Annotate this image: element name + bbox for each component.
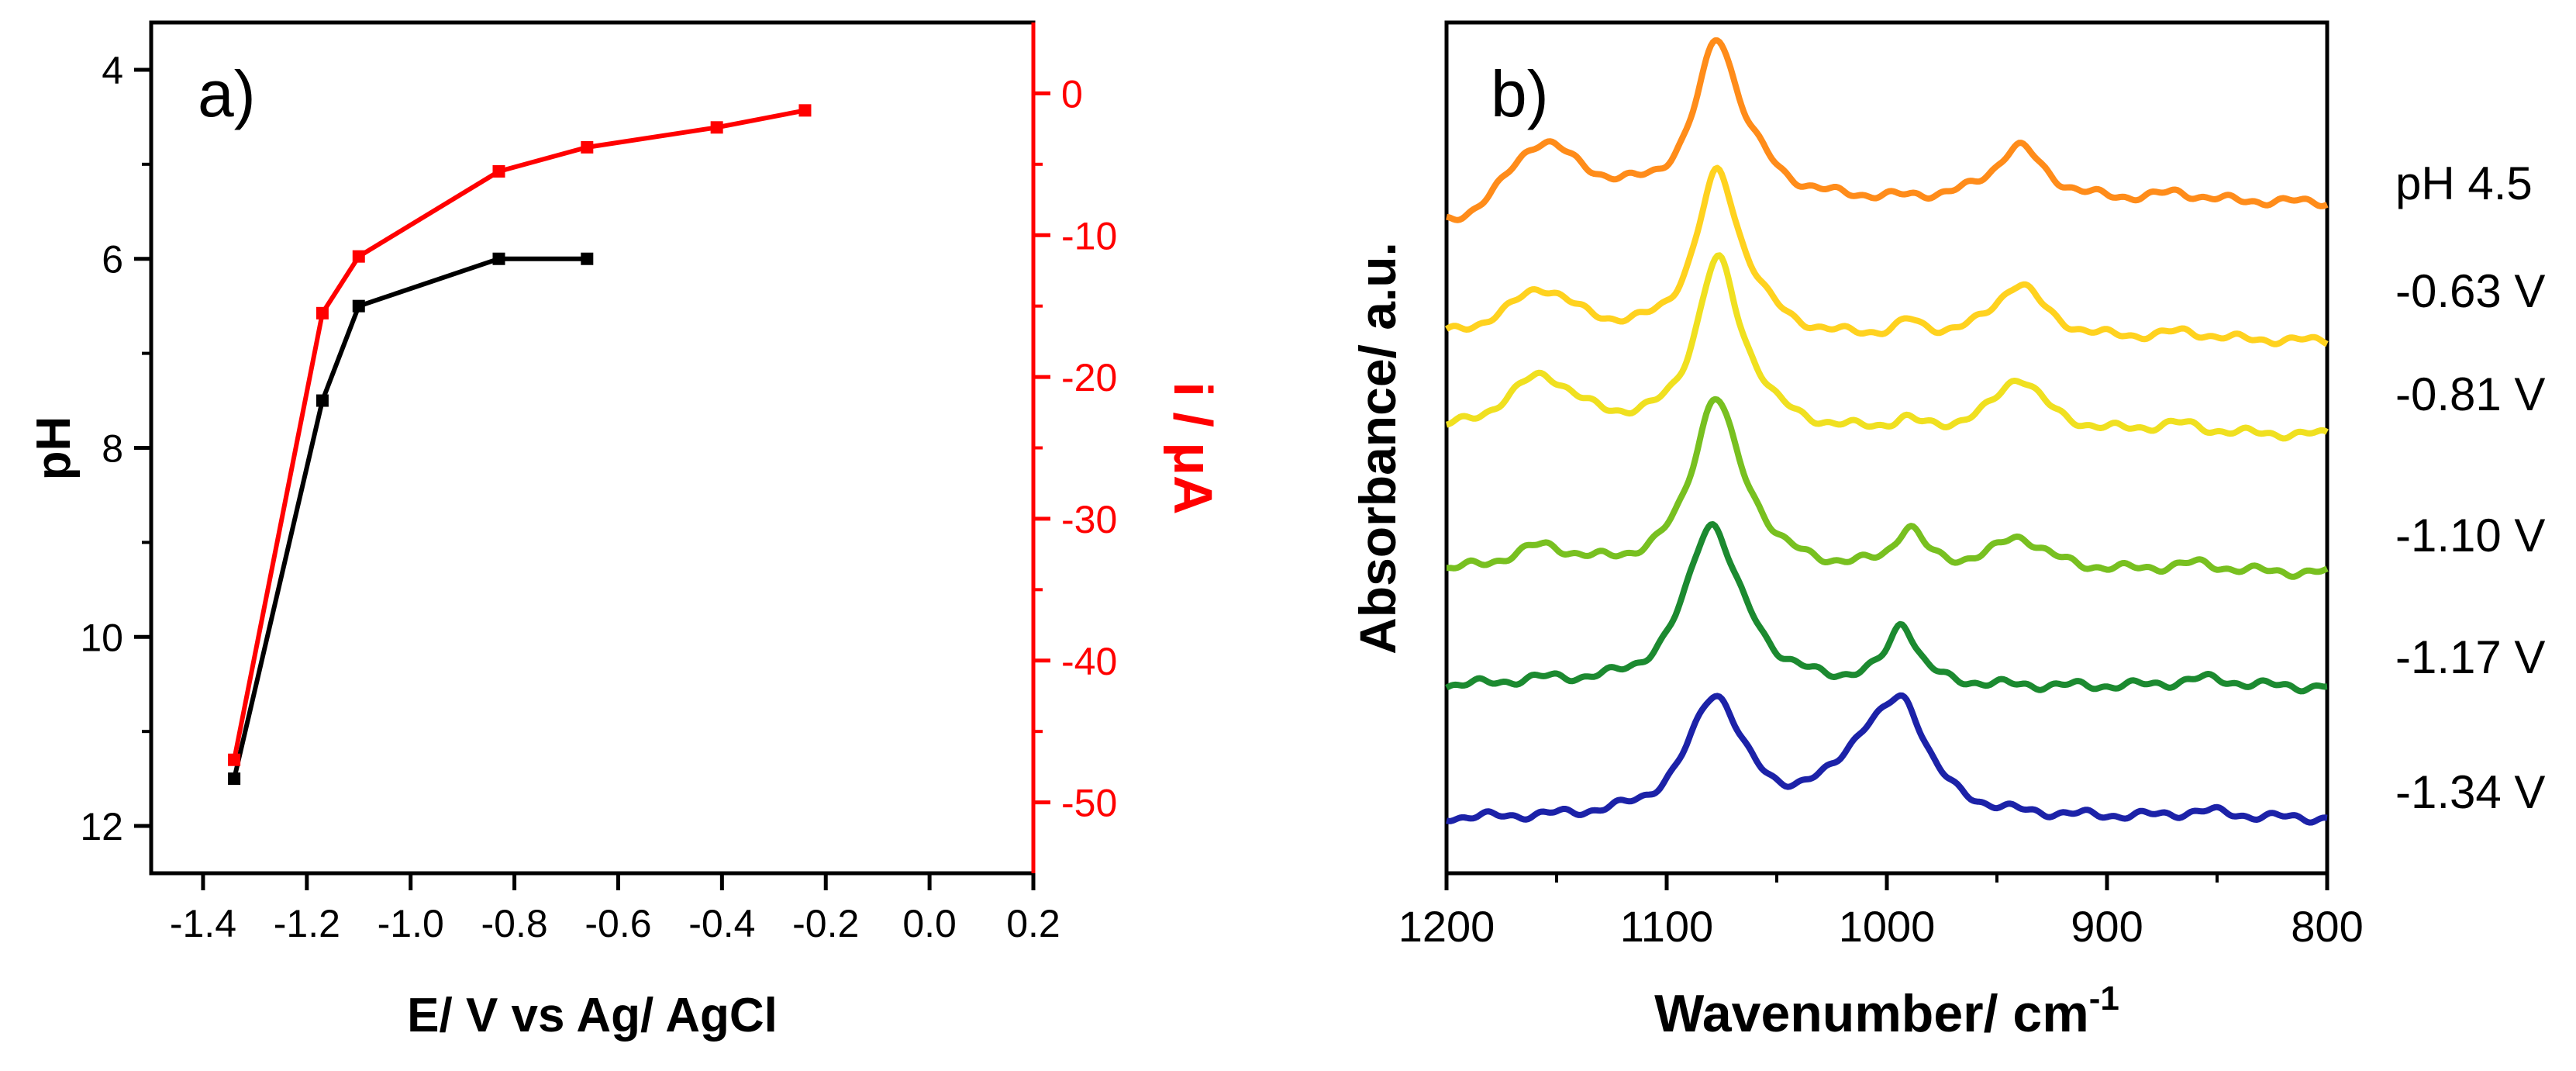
b-curve-label: -0.81 V (2395, 368, 2545, 420)
a-point-current (798, 104, 812, 117)
a-y-right-tick-label: -10 (1061, 214, 1117, 257)
a-y-right-tick-label: -30 (1061, 498, 1117, 541)
a-y-left-axis-title: pH (27, 416, 81, 481)
b-series (1444, 37, 2329, 826)
b-curve-label: -1.34 V (2395, 766, 2545, 818)
a-y-right-tick-label: -50 (1061, 782, 1117, 825)
b-x-ticks: 1200 1100 1000 900 800 (1398, 873, 2364, 951)
a-point-current (581, 140, 594, 154)
a-y-left-tick-label: 6 (102, 238, 123, 282)
a-x-ticks: -1.4 -1.2 -1.0 -0.8 -0.6 -0.4 -0.2 0.0 0.2 (170, 873, 1060, 945)
a-x-axis-title: E/ V vs Ag/ AgCl (407, 989, 778, 1042)
a-y-left-tick-label: 4 (102, 49, 123, 92)
b-x-axis-title-sup: -1 (2089, 979, 2119, 1017)
b-y-axis-title: Absorbance/ a.u. (1349, 242, 1406, 655)
b-curve-label: -1.10 V (2395, 510, 2545, 561)
a-point-current (492, 164, 505, 178)
a-y-ticks-left: 4 6 8 10 12 (80, 49, 151, 848)
panel-a: -1.4 -1.2 -1.0 -0.8 -0.6 -0.4 -0.2 0.0 0.2 4 6 8 10… (27, 20, 1223, 1042)
b-x-axis-title: Wavenumber/ cm-1 (1654, 979, 2119, 1043)
b-spectrum--1.34 V (1445, 692, 2329, 826)
b-spectrum--0.63 V (1444, 164, 2329, 347)
a-series (228, 104, 812, 786)
panel-b-label: b) (1491, 57, 1549, 130)
a-point-current (228, 753, 241, 766)
b-curve-label: -1.17 V (2395, 631, 2545, 683)
b-spectrum--1.10 V (1445, 396, 2329, 580)
b-x-tick-label: 800 (2291, 902, 2363, 951)
a-x-tick-label: -0.4 (688, 902, 755, 945)
a-y-right-tick-label: -20 (1061, 356, 1117, 399)
a-x-tick-label: 0.2 (1006, 902, 1060, 945)
a-series-line-current (232, 108, 806, 761)
a-y-right-tick-label: -40 (1061, 640, 1117, 683)
a-x-tick-label: -0.6 (585, 902, 651, 945)
b-curve-label: -0.63 V (2395, 265, 2545, 317)
a-x-tick-label: 0.0 (902, 902, 957, 945)
a-point-pH (581, 252, 594, 265)
b-x-tick-label: 1000 (1839, 902, 1936, 951)
a-y-left-tick-label: 8 (102, 427, 123, 471)
panel-a-label: a) (198, 57, 256, 130)
b-spectrum-pH 4.5 (1445, 37, 2329, 223)
a-series-line-pH (232, 256, 588, 779)
b-x-tick-label: 900 (2071, 902, 2143, 951)
a-point-pH (352, 299, 365, 313)
a-y-left-tick-label: 12 (80, 805, 123, 848)
a-point-current (710, 121, 723, 134)
a-point-pH (492, 252, 505, 265)
a-point-pH (316, 394, 329, 407)
a-y-left-tick-label: 10 (80, 616, 123, 659)
b-x-axis-title-main: Wavenumber/ cm (1654, 984, 2089, 1043)
a-x-tick-label: -0.2 (792, 902, 859, 945)
b-spectrum--0.81 V (1445, 252, 2329, 442)
a-point-current (316, 306, 329, 320)
a-x-tick-label: -1.4 (170, 902, 236, 945)
b-spectrum--1.17 V (1445, 521, 2329, 695)
a-x-tick-label: -1.0 (378, 902, 444, 945)
a-x-tick-label: -1.2 (274, 902, 340, 945)
b-curve-label: pH 4.5 (2395, 157, 2533, 209)
a-y-right-tick-label: 0 (1061, 72, 1083, 116)
panel-b-frame (1444, 20, 2329, 876)
a-point-current (352, 250, 365, 263)
panel-b: 1200 1100 1000 900 800 pH 4.5 -0.63 V -0.81 V -… (1349, 20, 2545, 1043)
a-x-tick-label: -0.8 (481, 902, 548, 945)
a-y-right-axis-title: i / μA (1163, 382, 1223, 514)
a-point-pH (228, 772, 241, 786)
a-y-ticks-right: 0 -10 -20 -30 -40 -50 (1033, 72, 1117, 825)
b-x-tick-label: 1100 (1620, 902, 1713, 951)
b-x-tick-label: 1200 (1398, 902, 1495, 951)
b-curve-labels: pH 4.5 -0.63 V -0.81 V -1.10 V -1.17 V -1.34 … (2395, 157, 2545, 818)
